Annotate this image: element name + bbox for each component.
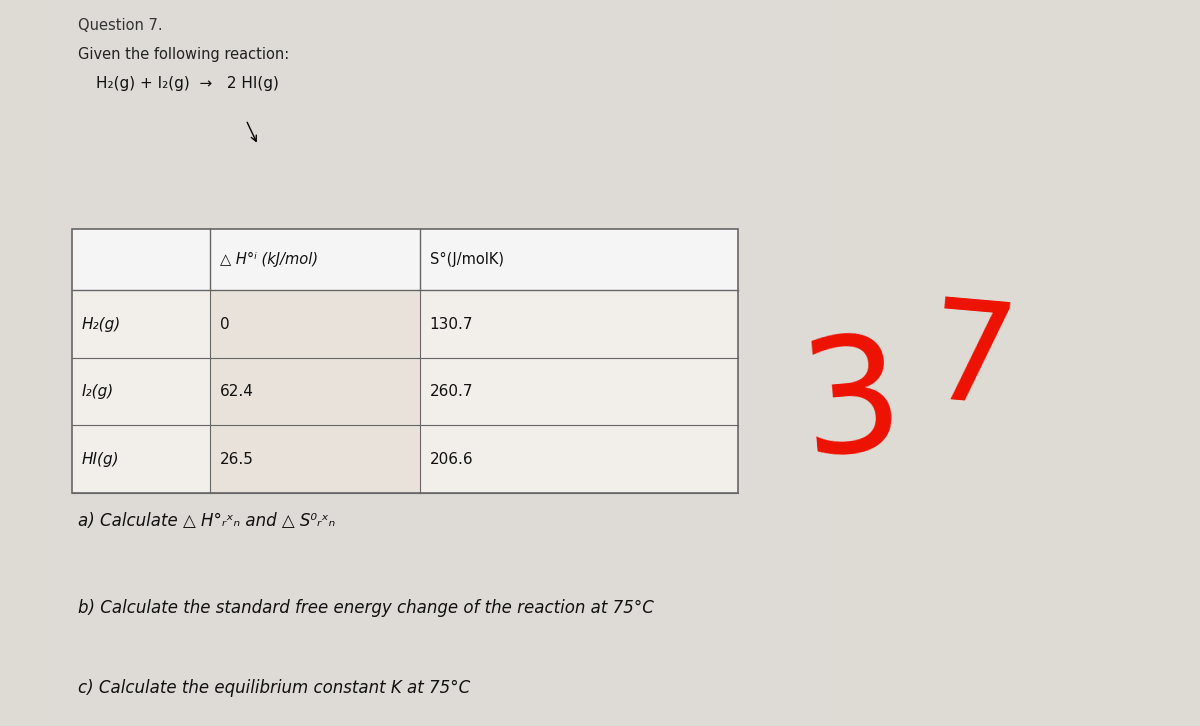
Text: H₂(g): H₂(g)	[82, 317, 121, 332]
Bar	[72, 425, 210, 493]
Bar	[210, 358, 420, 425]
Bar	[210, 425, 420, 493]
Text: 3: 3	[794, 325, 910, 488]
Bar	[420, 290, 738, 358]
Text: 26.5: 26.5	[220, 452, 253, 467]
Text: 62.4: 62.4	[220, 384, 253, 399]
Text: c) Calculate the equilibrium constant K at 75°C: c) Calculate the equilibrium constant K …	[78, 679, 470, 697]
Bar	[210, 290, 420, 358]
Text: HI(g): HI(g)	[82, 452, 119, 467]
Bar	[48, 0, 828, 726]
Text: △ H°ⁱ (kJ/mol): △ H°ⁱ (kJ/mol)	[220, 252, 318, 267]
Text: b) Calculate the standard free energy change of the reaction at 75°C: b) Calculate the standard free energy ch…	[78, 599, 654, 617]
Text: 7: 7	[922, 292, 1022, 434]
Text: 0: 0	[220, 317, 229, 332]
Bar	[72, 229, 738, 290]
Bar	[72, 290, 210, 358]
Text: 130.7: 130.7	[430, 317, 473, 332]
Text: 206.6: 206.6	[430, 452, 473, 467]
Text: Given the following reaction:: Given the following reaction:	[78, 47, 289, 62]
Text: a) Calculate △ H°ᵣˣₙ and △ S⁰ᵣˣₙ: a) Calculate △ H°ᵣˣₙ and △ S⁰ᵣˣₙ	[78, 512, 335, 530]
Text: H₂(g) + I₂(g)  →   2 HI(g): H₂(g) + I₂(g) → 2 HI(g)	[96, 76, 278, 91]
Text: Question 7.: Question 7.	[78, 18, 163, 33]
Text: I₂(g): I₂(g)	[82, 384, 114, 399]
Bar	[72, 358, 210, 425]
Text: 260.7: 260.7	[430, 384, 473, 399]
Bar	[420, 425, 738, 493]
Text: S°(J/molK): S°(J/molK)	[430, 252, 504, 267]
Bar	[72, 229, 738, 493]
Bar	[420, 358, 738, 425]
